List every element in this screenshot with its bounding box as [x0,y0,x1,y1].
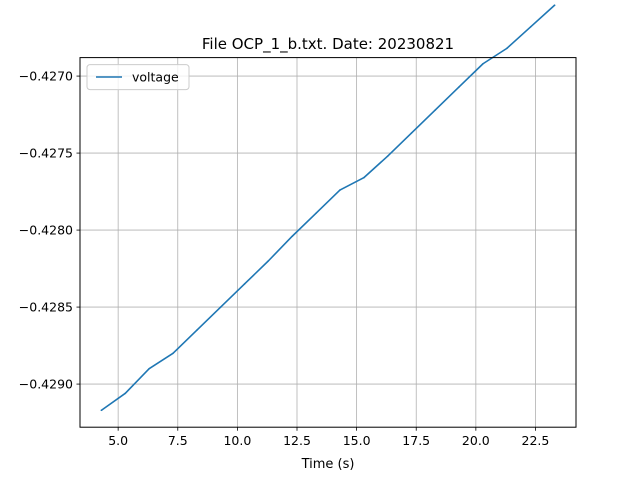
data-point [267,260,270,262]
data-point [100,409,103,412]
data-point [291,235,294,238]
data-point [196,329,198,331]
data-point [315,212,317,214]
y-tick-label: −0.4280 [19,223,73,238]
plot-frame [79,57,577,428]
series-layer [100,4,556,412]
x-tick-label: 7.5 [168,433,188,448]
x-axis-label: Time (s) [301,457,355,472]
plot-area [80,57,576,428]
x-tick-label: 5.0 [108,433,128,448]
data-point [553,4,556,7]
y-tick-label: −0.4285 [19,300,73,315]
legend-box [86,64,190,91]
data-point [219,306,222,308]
legend: voltage [86,64,190,91]
data-point [386,155,389,157]
y-tick-label: −0.4275 [19,146,73,161]
data-point [506,47,508,50]
data-point [482,62,484,65]
series-line-voltage [100,4,556,412]
data-point [148,367,150,370]
data-point [124,392,127,395]
data-point [172,352,174,355]
x-tick-label: 10.0 [223,433,251,448]
data-point [243,283,246,285]
data-point [529,26,532,28]
data-point [410,132,413,134]
data-point [362,176,365,179]
x-tick-label: 17.5 [402,433,430,448]
chart-title: File OCP_1_b.txt. Date: 20230821 [202,35,454,54]
data-point [458,86,460,88]
y-axis-ticks: −0.4290 −0.4285 −0.4280 −0.4275 −0.4270 [19,69,80,392]
x-axis-ticks: 5.0 7.5 10.0 12.5 15.0 17.5 20.0 22.5 [108,427,549,448]
x-tick-label: 15.0 [343,433,371,448]
x-tick-label: 22.5 [522,433,550,448]
x-tick-label: 12.5 [283,433,311,448]
legend-label-voltage: voltage [132,70,179,85]
data-point [339,189,341,191]
y-tick-label: −0.4290 [19,377,73,392]
y-tick-label: −0.4270 [19,69,73,84]
grid-lines [80,57,576,428]
x-tick-label: 20.0 [462,433,490,448]
data-point [434,109,437,111]
